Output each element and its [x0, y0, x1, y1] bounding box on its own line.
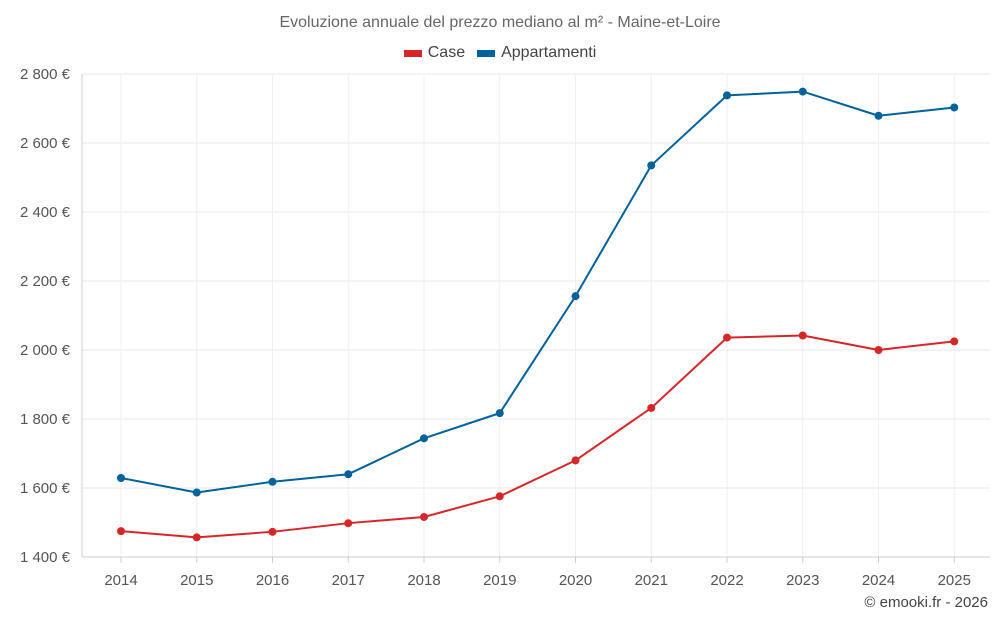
data-point-appartamenti[interactable]	[950, 103, 959, 112]
x-tick-label: 2020	[559, 572, 592, 589]
y-tick-label: 1 400 €	[20, 549, 71, 566]
axes	[81, 74, 990, 563]
data-point-case[interactable]	[571, 456, 580, 465]
x-tick-label: 2022	[710, 572, 743, 589]
data-point-case[interactable]	[268, 527, 277, 536]
data-point-case[interactable]	[192, 533, 201, 542]
y-tick-label: 1 600 €	[20, 480, 71, 497]
y-tick-label: 2 000 €	[20, 342, 71, 359]
series-points	[117, 87, 959, 542]
data-point-case[interactable]	[798, 331, 807, 340]
x-tick-label: 2016	[256, 572, 289, 589]
y-tick-label: 2 200 €	[20, 273, 71, 290]
x-tick-label: 2014	[104, 572, 137, 589]
series-lines	[120, 90, 955, 539]
gridlines	[82, 73, 990, 557]
axis-labels: 1 400 € 1 600 € 1 800 € 2 000 € 2 200 € 2 400…	[20, 66, 971, 589]
legend-item-appartamenti[interactable]: Appartamenti	[477, 44, 596, 62]
data-point-case[interactable]	[874, 346, 883, 354]
data-point-case[interactable]	[117, 527, 125, 536]
data-point-appartamenti[interactable]	[420, 434, 428, 443]
chart-title: Evoluzione annuale del prezzo mediano al…	[279, 14, 721, 31]
y-tick-label: 1 800 €	[20, 411, 71, 428]
data-point-case[interactable]	[723, 333, 731, 342]
x-tick-label: 2021	[635, 572, 668, 589]
data-point-appartamenti[interactable]	[723, 91, 731, 100]
y-tick-label: 2 600 €	[20, 135, 71, 152]
legend-item-case[interactable]: Case	[403, 44, 466, 62]
data-point-case[interactable]	[950, 337, 959, 346]
data-point-appartamenti[interactable]	[192, 488, 201, 497]
x-tick-label: 2024	[862, 572, 895, 589]
legend-label-case: Case	[427, 44, 466, 61]
data-point-appartamenti[interactable]	[647, 161, 656, 170]
x-tick-label: 2015	[180, 572, 213, 589]
y-tick-label: 2 800 €	[20, 66, 71, 83]
x-tick-label: 2023	[786, 572, 819, 589]
data-point-appartamenti[interactable]	[874, 111, 883, 120]
series-line-case	[120, 334, 955, 539]
data-point-case[interactable]	[495, 492, 504, 501]
series-line-appartamenti	[120, 90, 955, 494]
y-tick-label: 2 400 €	[20, 204, 71, 221]
legend-swatch-appartamenti	[477, 49, 496, 57]
data-point-appartamenti[interactable]	[117, 473, 125, 482]
data-point-appartamenti[interactable]	[571, 292, 580, 301]
x-tick-label: 2019	[483, 572, 516, 589]
data-point-case[interactable]	[647, 403, 656, 412]
credit-text: © emooki.fr - 2026	[864, 594, 988, 611]
data-point-case[interactable]	[344, 519, 353, 528]
data-point-case[interactable]	[420, 512, 428, 521]
data-point-appartamenti[interactable]	[344, 470, 353, 479]
legend: Case Appartamenti	[0, 44, 1000, 62]
data-point-appartamenti[interactable]	[495, 409, 504, 418]
legend-label-appartamenti: Appartamenti	[501, 44, 597, 61]
x-tick-label: 2017	[332, 572, 365, 589]
data-point-appartamenti[interactable]	[268, 477, 277, 486]
x-tick-label: 2018	[407, 572, 440, 589]
x-tick-label: 2025	[938, 572, 971, 589]
legend-swatch-case	[403, 49, 422, 57]
data-point-appartamenti[interactable]	[798, 87, 807, 96]
